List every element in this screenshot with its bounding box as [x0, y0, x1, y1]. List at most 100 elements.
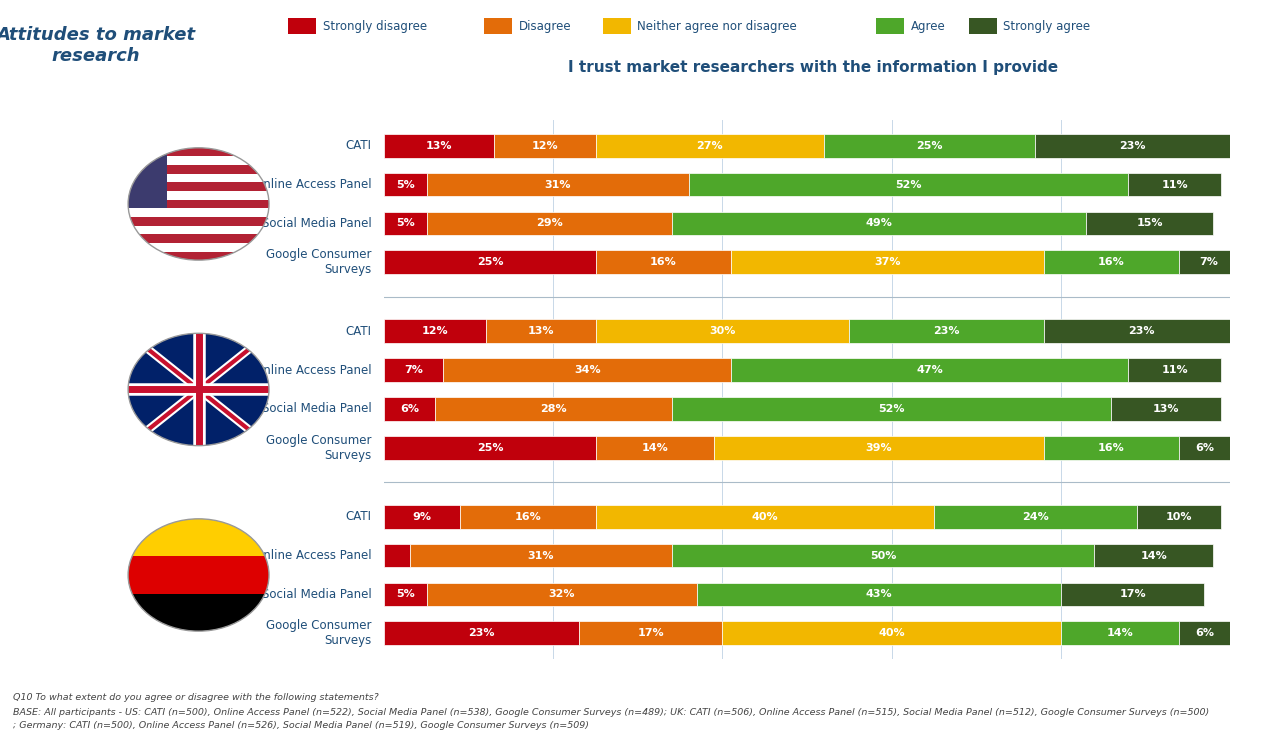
Text: 52%: 52% [879, 404, 904, 414]
Bar [384, 358, 443, 382]
Text: 13%: 13% [427, 141, 452, 151]
PathPatch shape [128, 519, 269, 631]
Text: 17%: 17% [638, 628, 664, 638]
PathPatch shape [128, 333, 269, 446]
Bar [731, 358, 1129, 382]
Bar [934, 505, 1136, 529]
Bar [384, 544, 410, 568]
Text: 17%: 17% [1120, 589, 1145, 599]
Text: ; Germany: CATI (n=500), Online Access Panel (n=526), Social Media Panel (n=519): ; Germany: CATI (n=500), Online Access P… [13, 721, 589, 730]
Text: 6%: 6% [1195, 443, 1214, 452]
Text: 5%: 5% [396, 219, 415, 228]
Text: 14%: 14% [1107, 628, 1134, 638]
Bar [128, 333, 269, 446]
Ellipse shape [128, 333, 269, 446]
Text: 15%: 15% [1136, 219, 1163, 228]
Bar [876, 18, 904, 34]
Bar [384, 397, 436, 421]
Bar [436, 397, 671, 421]
Text: Online Access Panel: Online Access Panel [254, 549, 371, 562]
Bar [1136, 505, 1221, 529]
Text: Online Access Panel: Online Access Panel [254, 363, 371, 377]
Bar [128, 216, 269, 225]
Bar [128, 147, 269, 157]
Bar [824, 134, 1035, 157]
Bar [714, 436, 1044, 460]
Bar [484, 18, 512, 34]
Text: Strongly disagree: Strongly disagree [323, 19, 427, 33]
Text: 16%: 16% [649, 257, 676, 267]
Text: 13%: 13% [528, 327, 553, 336]
Text: 16%: 16% [1098, 257, 1125, 267]
Bar [596, 134, 824, 157]
Text: 50%: 50% [870, 551, 897, 560]
Bar [671, 544, 1094, 568]
Bar [1044, 250, 1179, 274]
Bar [1061, 622, 1179, 645]
Bar [384, 173, 427, 196]
Text: 23%: 23% [1120, 141, 1145, 151]
Bar [128, 242, 269, 252]
Bar [288, 18, 316, 34]
Ellipse shape [128, 519, 269, 631]
Bar [1044, 436, 1179, 460]
Text: 32%: 32% [548, 589, 575, 599]
Bar [128, 156, 269, 165]
Bar [384, 319, 485, 343]
Text: 34%: 34% [574, 365, 601, 375]
Text: 16%: 16% [515, 512, 542, 522]
Bar [128, 181, 269, 191]
Bar [697, 583, 1061, 606]
Bar [384, 250, 596, 274]
Text: 43%: 43% [866, 589, 892, 599]
Text: Online Access Panel: Online Access Panel [254, 178, 371, 191]
Text: 13%: 13% [1153, 404, 1180, 414]
Text: 11%: 11% [1162, 365, 1187, 375]
Text: 30%: 30% [710, 327, 735, 336]
Text: 25%: 25% [477, 443, 503, 452]
Bar [1129, 358, 1221, 382]
Bar [731, 250, 1044, 274]
Bar [128, 234, 269, 243]
PathPatch shape [128, 148, 269, 260]
Text: 23%: 23% [1127, 327, 1154, 336]
Text: 14%: 14% [642, 443, 669, 452]
Text: Neither agree nor disagree: Neither agree nor disagree [638, 19, 797, 33]
Bar [596, 505, 934, 529]
Text: 27%: 27% [697, 141, 722, 151]
Bar [460, 505, 596, 529]
Text: BASE: All participants - US: CATI (n=500), Online Access Panel (n=522), Social M: BASE: All participants - US: CATI (n=500… [13, 708, 1209, 717]
Text: Social Media Panel: Social Media Panel [261, 217, 371, 230]
Bar [596, 319, 849, 343]
Text: 39%: 39% [866, 443, 892, 452]
Bar [596, 436, 714, 460]
Text: 31%: 31% [544, 180, 571, 189]
Bar [384, 436, 596, 460]
Text: 7%: 7% [1199, 257, 1218, 267]
Bar [1044, 319, 1239, 343]
Bar [1094, 544, 1213, 568]
Text: 25%: 25% [477, 257, 503, 267]
Bar [128, 207, 269, 217]
Text: 28%: 28% [541, 404, 566, 414]
Bar [128, 190, 269, 200]
Text: 6%: 6% [400, 404, 419, 414]
Bar [128, 199, 269, 208]
Text: 10%: 10% [1166, 512, 1193, 522]
Text: 40%: 40% [752, 512, 778, 522]
Bar [671, 211, 1086, 235]
Bar [427, 211, 671, 235]
Text: 11%: 11% [1162, 180, 1187, 189]
Bar [485, 319, 596, 343]
Bar [384, 583, 427, 606]
Bar [671, 397, 1112, 421]
Text: 12%: 12% [532, 141, 559, 151]
Text: 29%: 29% [535, 219, 562, 228]
Bar [1179, 250, 1239, 274]
Bar [410, 544, 671, 568]
Bar [443, 358, 731, 382]
Text: CATI: CATI [346, 139, 371, 152]
Bar [603, 18, 632, 34]
Text: CATI: CATI [346, 510, 371, 524]
Text: 7%: 7% [405, 365, 423, 375]
